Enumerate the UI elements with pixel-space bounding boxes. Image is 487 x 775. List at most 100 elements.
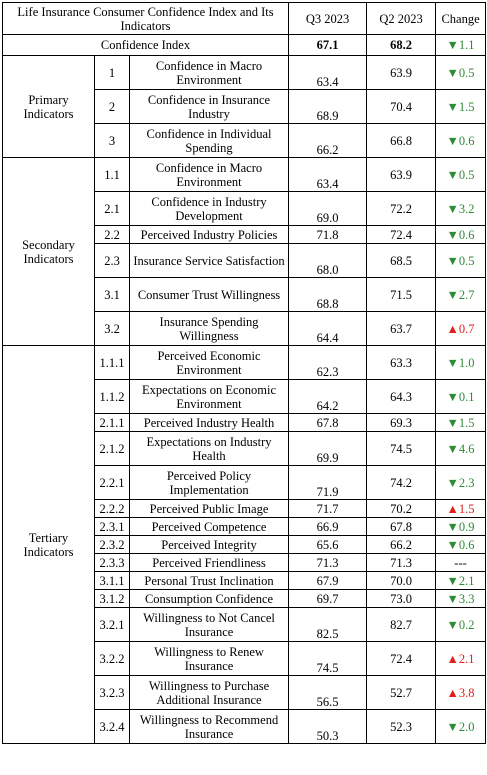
q3-value: 64.4 <box>288 311 368 346</box>
q2-value: 69.3 <box>366 413 437 432</box>
change-number: 1.5 <box>458 415 475 430</box>
overall-row: Confidence Index 67.1 68.2 ▼1.1 <box>1 34 487 56</box>
indicator-code: 1.1.2 <box>94 379 130 414</box>
overall-change: ▼1.1 <box>435 34 487 56</box>
indicator-code: 2.1.2 <box>94 431 130 466</box>
column-header-change: Change <box>435 2 487 35</box>
q3-value: 66.2 <box>288 123 368 158</box>
indicator-name: Personal Trust Inclination <box>128 571 290 590</box>
indicator-code: 2.2.1 <box>94 465 130 500</box>
q3-value: 50.3 <box>288 709 368 744</box>
column-header-q3: Q3 2023 <box>288 2 368 35</box>
q3-value: 63.4 <box>288 55 368 90</box>
table-row: 3.2.4 Willingness to Recommend Insurance 5… <box>3 709 487 744</box>
triangle-down-icon: ▼ <box>446 537 459 552</box>
q2-value: 82.7 <box>366 607 437 642</box>
triangle-down-icon: ▼ <box>446 475 459 490</box>
change-value: ▼0.5 <box>435 157 487 192</box>
triangle-down-icon: ▼ <box>446 617 459 632</box>
triangle-up-icon: ▲ <box>446 501 459 516</box>
q3-value: 68.8 <box>288 277 368 312</box>
indicator-code: 3.2.3 <box>94 675 130 710</box>
triangle-down-icon: ▼ <box>446 441 459 456</box>
indicator-code: 1.1.1 <box>94 345 130 380</box>
q3-value: 67.8 <box>288 413 368 432</box>
q3-value: 69.0 <box>288 191 368 226</box>
change-value: ▼0.6 <box>435 535 487 554</box>
triangle-down-icon: ▼ <box>446 389 459 404</box>
q2-value: 63.9 <box>366 55 437 90</box>
q3-value: 71.3 <box>288 553 368 572</box>
table-row: 3.2.3 Willingness to Purchase Additional … <box>3 675 487 710</box>
table-row: 3.1.1 Personal Trust Inclination 67.9 70.0 ▼… <box>3 571 487 590</box>
indicator-name: Confidence in Individual Spending <box>128 123 290 158</box>
q2-value: 64.3 <box>366 379 437 414</box>
change-number: 2.0 <box>458 719 475 734</box>
change-number: 0.7 <box>458 321 475 336</box>
change-value: ▼0.1 <box>435 379 487 414</box>
table-row: Secondary Indicators 1.1 Confidence in Mac… <box>2 157 487 346</box>
table-row: 2.1.2 Expectations on Industry Health 69.9… <box>3 431 487 466</box>
change-number: 1.5 <box>458 99 475 114</box>
change-number: 3.3 <box>458 591 475 606</box>
indicator-name: Confidence in Industry Development <box>128 191 290 226</box>
change-value: ▲1.5 <box>435 499 487 518</box>
change-number: 1.5 <box>458 501 475 516</box>
table-row: 2.3.2 Perceived Integrity 65.6 66.2 ▼0.6 <box>3 535 487 554</box>
change-value: ▼2.3 <box>435 465 487 500</box>
q3-value: 69.9 <box>288 431 368 466</box>
q3-value: 66.9 <box>288 517 368 536</box>
indicator-code: 3.2.4 <box>94 709 130 744</box>
triangle-down-icon: ▼ <box>446 287 459 302</box>
table-row: 3 Confidence in Individual Spending 66.2 66… <box>3 123 487 158</box>
change-number: --- <box>454 555 467 570</box>
indicator-code: 3.1.2 <box>94 589 130 608</box>
overall-label: Confidence Index <box>1 34 290 56</box>
triangle-down-icon: ▼ <box>446 573 459 588</box>
group-label: Tertiary Indicators <box>2 345 95 744</box>
table-row: 3.1 Consumer Trust Willingness 68.8 71.5 ▼2.… <box>3 277 487 312</box>
change-value: ▼1.0 <box>435 345 487 380</box>
indicator-code: 2.1 <box>94 191 130 226</box>
change-number: 0.5 <box>458 253 475 268</box>
q3-value: 71.7 <box>288 499 368 518</box>
q3-value: 74.5 <box>288 641 368 676</box>
q2-value: 72.4 <box>366 225 437 244</box>
indicator-name: Perceived Friendliness <box>128 553 290 572</box>
change-value: ▼0.9 <box>435 517 487 536</box>
change-number: 2.1 <box>458 573 475 588</box>
triangle-down-icon: ▼ <box>446 38 459 52</box>
change-number: 2.3 <box>458 475 475 490</box>
q2-value: 70.2 <box>366 499 437 518</box>
overall-q3: 67.1 <box>288 34 368 56</box>
change-number: 3.8 <box>458 685 475 700</box>
q2-value: 71.5 <box>366 277 437 312</box>
q3-value: 67.9 <box>288 571 368 590</box>
indicator-code: 2.3 <box>94 243 130 278</box>
change-value: ▼3.2 <box>435 191 487 226</box>
indicator-name: Willingness to Recommend Insurance <box>128 709 290 744</box>
change-number: 0.6 <box>458 537 475 552</box>
q3-value: 82.5 <box>288 607 368 642</box>
indicator-code: 3.2 <box>94 311 130 346</box>
change-value: ▼4.6 <box>435 431 487 466</box>
q2-value: 72.2 <box>366 191 437 226</box>
change-number: 2.7 <box>458 287 475 302</box>
indicator-code: 2.2.2 <box>94 499 130 518</box>
q2-value: 70.0 <box>366 571 437 590</box>
indicator-name: Consumption Confidence <box>128 589 290 608</box>
triangle-down-icon: ▼ <box>446 167 459 182</box>
table-row: 3.2 Insurance Spending Willingness 64.4 63.… <box>3 311 487 346</box>
indicator-name: Willingness to Purchase Additional Insur… <box>128 675 290 710</box>
indicator-name: Willingness to Not Cancel Insurance <box>128 607 290 642</box>
overall-q2: 68.2 <box>366 34 437 56</box>
q2-value: 52.7 <box>366 675 437 710</box>
indicator-name: Expectations on Industry Health <box>128 431 290 466</box>
indicator-name: Insurance Spending Willingness <box>128 311 290 346</box>
indicator-name: Insurance Service Satisfaction <box>128 243 290 278</box>
change-value: ▼0.6 <box>435 225 487 244</box>
triangle-down-icon: ▼ <box>446 591 459 606</box>
change-value: --- <box>435 553 487 572</box>
q2-value: 67.8 <box>366 517 437 536</box>
indicator-code: 3.2.1 <box>94 607 130 642</box>
